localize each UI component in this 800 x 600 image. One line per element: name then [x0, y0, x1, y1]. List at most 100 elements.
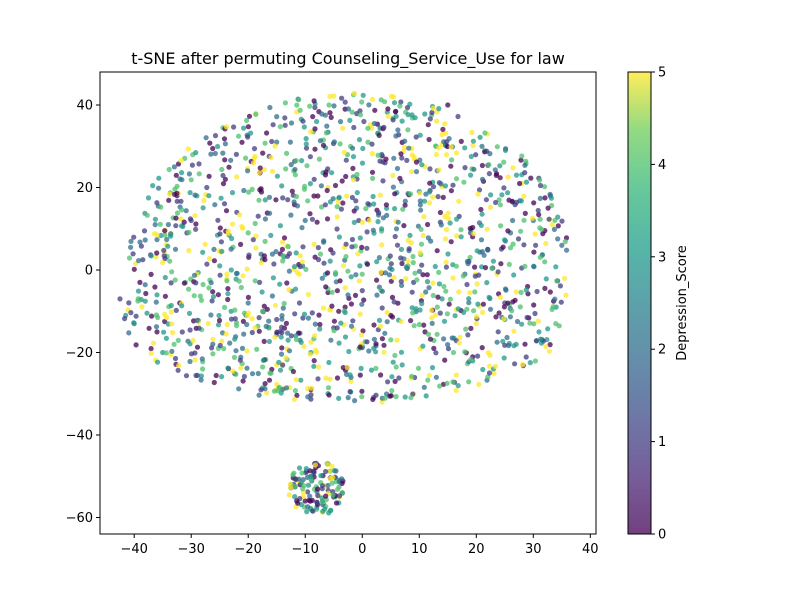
data-point [547, 342, 553, 348]
data-point [185, 146, 191, 152]
data-point [547, 289, 553, 295]
data-point [537, 177, 543, 183]
data-point [331, 93, 337, 99]
data-point [564, 247, 570, 253]
data-point [442, 121, 448, 127]
data-point [316, 156, 322, 162]
data-point [161, 329, 167, 335]
data-point [479, 176, 486, 182]
data-point [157, 221, 163, 227]
data-point [240, 318, 246, 324]
data-point [312, 321, 318, 327]
data-point [273, 249, 279, 255]
data-point [249, 371, 256, 377]
data-point [395, 127, 401, 133]
data-point [140, 257, 146, 263]
data-point [308, 129, 314, 135]
data-point [252, 278, 258, 284]
data-point [178, 157, 184, 164]
data-point [280, 305, 286, 311]
data-point [292, 494, 298, 500]
data-point [315, 486, 321, 492]
data-point [271, 261, 277, 267]
data-point [194, 317, 200, 323]
data-point [436, 106, 442, 112]
data-point [378, 269, 384, 275]
data-point [217, 225, 223, 231]
data-point [405, 127, 411, 133]
data-point [432, 312, 439, 318]
data-point [421, 214, 427, 220]
x-axis: −40 −30 −20 −10 0 10 20 30 40 [120, 534, 599, 557]
data-point [382, 99, 388, 105]
data-point [534, 288, 540, 295]
data-point [497, 202, 503, 208]
data-point [337, 119, 344, 125]
data-point [343, 254, 349, 260]
data-point [392, 233, 398, 240]
data-point [216, 312, 222, 319]
data-point [154, 232, 160, 238]
data-point [392, 109, 399, 115]
data-point [336, 194, 342, 200]
data-point [447, 296, 453, 302]
data-point [518, 228, 524, 234]
data-point [293, 377, 299, 383]
data-point [334, 214, 340, 220]
data-point [498, 261, 504, 267]
data-point [491, 371, 497, 377]
data-point [409, 169, 415, 175]
data-point [369, 125, 375, 131]
data-point [133, 313, 139, 319]
colorbar-gradient [628, 72, 651, 534]
data-point [492, 167, 498, 173]
data-point [427, 116, 433, 122]
data-point [311, 470, 317, 476]
data-point [462, 145, 468, 151]
data-point [370, 193, 376, 200]
data-point [202, 241, 208, 247]
data-point [474, 281, 480, 287]
data-point [215, 143, 221, 150]
data-point [208, 151, 214, 157]
data-point [351, 219, 357, 225]
data-point [162, 232, 168, 238]
data-point [128, 238, 134, 244]
data-point [221, 136, 228, 142]
data-point [531, 249, 537, 255]
data-point [299, 259, 305, 265]
data-point [406, 246, 412, 252]
data-point [219, 338, 225, 344]
data-point [465, 332, 471, 338]
data-point [513, 289, 519, 295]
data-point [303, 141, 309, 147]
data-point [359, 394, 365, 400]
data-point [187, 341, 193, 347]
data-point [398, 349, 405, 355]
data-point [377, 192, 383, 198]
data-point [266, 318, 272, 324]
data-point [238, 365, 244, 371]
data-point [425, 377, 431, 383]
data-point [335, 199, 341, 205]
data-point [279, 239, 285, 245]
data-point [542, 259, 548, 265]
data-point [427, 336, 434, 342]
data-point [418, 241, 425, 247]
data-point [328, 114, 334, 120]
data-point [163, 335, 169, 341]
data-point [546, 216, 552, 222]
data-point [346, 348, 352, 355]
data-point [342, 285, 348, 291]
data-point [376, 317, 383, 323]
data-point [468, 172, 474, 178]
data-point [128, 244, 134, 250]
data-point [273, 197, 279, 203]
data-point [332, 182, 339, 189]
data-point [290, 472, 296, 478]
data-point [364, 245, 370, 251]
data-point [286, 268, 292, 274]
data-point [371, 201, 377, 207]
data-point [453, 263, 459, 269]
data-point [366, 348, 372, 354]
